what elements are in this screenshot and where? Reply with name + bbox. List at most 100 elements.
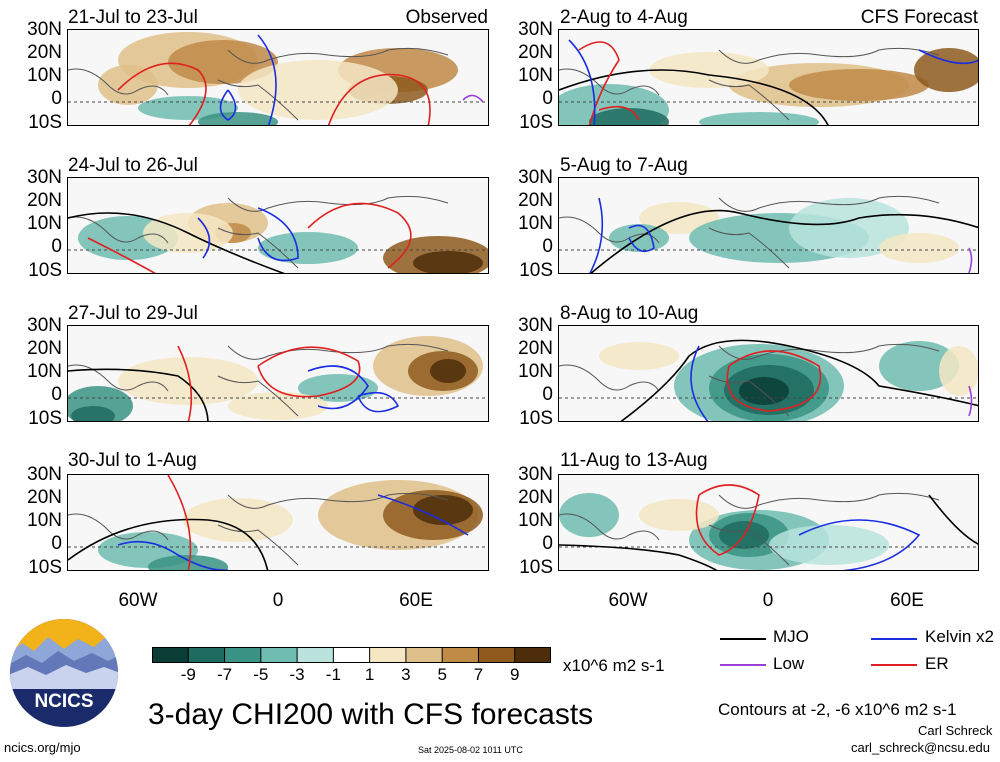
- coastline-1: [718, 47, 940, 64]
- contour-3: [968, 385, 973, 417]
- coastline-2: [217, 227, 299, 269]
- author-email[interactable]: carl_schreck@ncsu.edu: [851, 740, 990, 755]
- lon-tick-60e-left: 60E: [399, 590, 433, 611]
- lat-tick-0-r4c2: 0: [542, 533, 553, 554]
- contour-1: [628, 224, 655, 253]
- colorbar-tick-6: 3: [401, 665, 411, 684]
- lat-tick-20n-r4c1: 20N: [27, 487, 62, 508]
- lon-tick-0-left: 0: [272, 590, 284, 611]
- shading-2: [118, 357, 258, 405]
- shading-1: [589, 108, 669, 125]
- lat-tick-10n-r4c2: 10N: [518, 510, 553, 531]
- lat-tick-30n-r2c2: 30N: [518, 167, 553, 188]
- lat-tick-10n-r3c2: 10N: [518, 361, 553, 382]
- panel-title-7: 30-Jul to 1-Aug: [68, 450, 197, 471]
- shading-4: [148, 555, 228, 570]
- legend-label-kelvin: Kelvin x2: [925, 627, 994, 646]
- lat-tick-0-r1c2: 0: [542, 88, 553, 109]
- map-panel-6: [558, 325, 979, 422]
- coastline-1: [718, 343, 940, 360]
- lat-tick-10n-r1c1: 10N: [27, 65, 62, 86]
- shading-5: [599, 342, 679, 370]
- lon-tick-60e-right: 60E: [890, 590, 924, 611]
- shading-4: [639, 499, 719, 531]
- lat-tick-20n-r1c1: 20N: [27, 42, 62, 63]
- coastline-0: [68, 68, 169, 96]
- lat-tick-20n-r4c2: 20N: [518, 487, 553, 508]
- lat-tick-20n-r2c2: 20N: [518, 190, 553, 211]
- shading-7: [98, 65, 158, 105]
- shading-6: [198, 112, 278, 125]
- coastline-2: [217, 524, 299, 566]
- panel-tag-observed: Observed: [405, 7, 488, 28]
- contour-2: [690, 345, 709, 421]
- map-panel-7: [67, 474, 489, 571]
- lat-tick-30n-r1c1: 30N: [27, 19, 62, 40]
- lat-tick-30n-r4c2: 30N: [518, 464, 553, 485]
- lat-tick-20n-r1c2: 20N: [518, 42, 553, 63]
- colorbar-swatch-3: [260, 647, 298, 663]
- coastline-1: [718, 492, 940, 509]
- contour-0: [68, 368, 209, 421]
- site-url[interactable]: ncics.org/mjo: [4, 740, 81, 755]
- contour-3: [968, 247, 973, 273]
- colorbar: [152, 647, 552, 663]
- timestamp: Sat 2025-08-02 1011 UTC: [418, 745, 523, 755]
- contour-4: [598, 105, 640, 121]
- lat-tick-10s-r4c1: 10S: [28, 557, 62, 578]
- colorbar-swatch-8: [442, 647, 479, 663]
- contour-2: [377, 494, 469, 536]
- coastline-2: [708, 227, 790, 269]
- lat-tick-30n-r2c1: 30N: [27, 167, 62, 188]
- shading-6: [939, 346, 978, 396]
- ncics-logo: NCICS: [8, 617, 120, 729]
- contour-1: [695, 484, 760, 556]
- shading-1: [71, 406, 115, 421]
- lat-tick-10n-r2c1: 10N: [27, 213, 62, 234]
- legend-label-low: Low: [773, 654, 805, 673]
- lat-tick-20n-r2c1: 20N: [27, 190, 62, 211]
- coastline-2: [708, 524, 790, 566]
- author-name: Carl Schreck: [918, 723, 993, 738]
- contour-2: [307, 365, 369, 410]
- contour-4: [462, 94, 484, 103]
- lat-tick-0-r3c2: 0: [542, 384, 553, 405]
- colorbar-tick-4: -1: [325, 665, 341, 684]
- coastline-0: [559, 513, 660, 541]
- contour-1: [117, 540, 228, 570]
- logo-text: NCICS: [34, 691, 93, 712]
- coastline-1: [227, 492, 449, 509]
- shading-3: [789, 69, 929, 101]
- coastline-1: [227, 343, 449, 360]
- contour-1: [87, 237, 157, 273]
- lat-tick-0-r2c2: 0: [542, 236, 553, 257]
- panel-title-4: 5-Aug to 7-Aug: [560, 155, 688, 176]
- contour-3: [257, 207, 299, 262]
- colorbar-swatch-0: [152, 647, 189, 663]
- coastline-0: [559, 364, 660, 392]
- coastline-2: [217, 79, 299, 121]
- contour-3: [928, 494, 978, 545]
- lat-tick-10n-r3c1: 10N: [27, 361, 62, 382]
- panel-title-6: 8-Aug to 10-Aug: [560, 303, 699, 324]
- lat-tick-10s-r2c2: 10S: [519, 260, 553, 281]
- shading-4: [238, 60, 398, 120]
- shading-2: [413, 495, 473, 525]
- contour-2: [568, 39, 596, 125]
- shading-6: [699, 112, 819, 125]
- contour-3: [357, 391, 400, 413]
- shading-5: [413, 251, 483, 273]
- contour-2: [798, 519, 921, 570]
- lat-tick-10n-r2c2: 10N: [518, 213, 553, 234]
- legend-line-kelvin: [871, 638, 917, 640]
- lon-tick-60w-right: 60W: [608, 590, 648, 611]
- map-panel-4: [558, 177, 979, 274]
- map-panel-1: [67, 29, 489, 126]
- coastline-0: [68, 216, 169, 244]
- contour-3: [167, 475, 192, 570]
- legend-line-er: [871, 664, 917, 666]
- lat-tick-20n-r3c1: 20N: [27, 338, 62, 359]
- coastline-0: [559, 68, 660, 96]
- colorbar-swatch-10: [514, 647, 552, 663]
- lon-tick-0-right: 0: [762, 590, 774, 611]
